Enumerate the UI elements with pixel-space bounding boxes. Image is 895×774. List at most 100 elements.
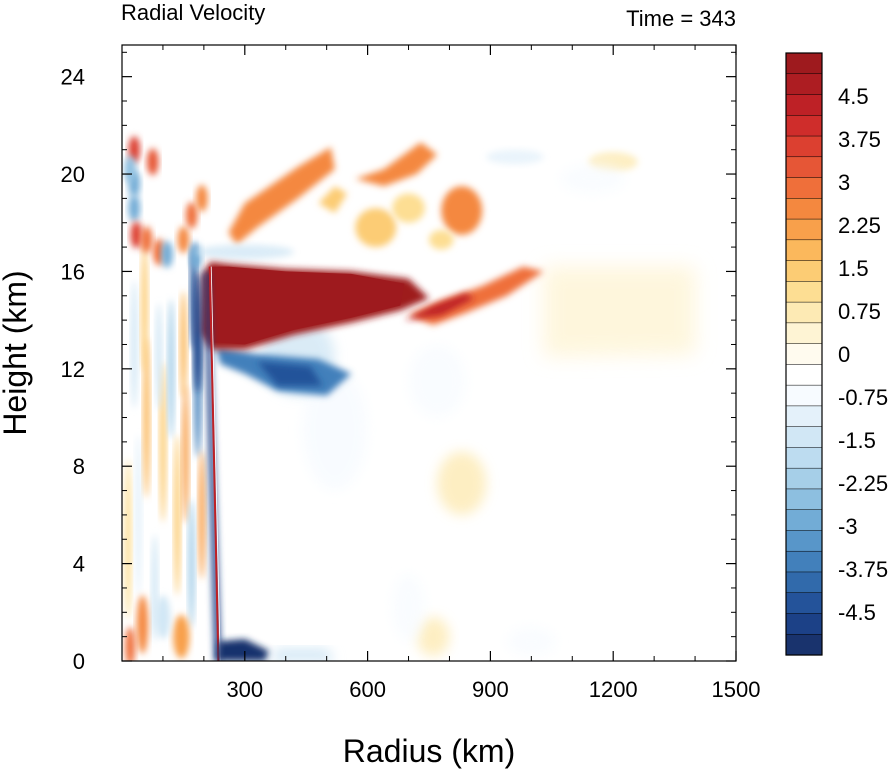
upper-level-cell (161, 241, 173, 268)
upper-inflow-blob (559, 164, 626, 194)
colorbar-label: 0.75 (838, 299, 881, 324)
y-axis-ticks: 0 4 8 12 16 20 24 (61, 51, 736, 674)
upper-outflow-blob (441, 186, 483, 235)
weak-inflow-blob (506, 626, 556, 657)
colorbar-swatch (785, 115, 823, 137)
eyewall-inflow-blob (193, 271, 202, 394)
upper-outflow-blob (392, 193, 425, 223)
colorbar-label: 3 (838, 170, 850, 195)
inner-core-streak (131, 280, 138, 409)
colorbar-swatch (785, 550, 823, 573)
inner-core-streak (155, 303, 163, 411)
inner-core-streak (125, 626, 136, 661)
colorbar-label: -4.5 (838, 600, 876, 625)
outflow-tail-core (404, 293, 475, 321)
upper-level-cell (189, 243, 202, 271)
y-tick-label: 12 (61, 357, 85, 382)
weak-inflow-blob (408, 344, 466, 418)
eyewall-gap (210, 266, 221, 661)
y-tick-label: 20 (61, 162, 85, 187)
upper-level-cell (185, 202, 198, 229)
colorbar-swatch (785, 94, 823, 116)
upper-level-cell (128, 194, 141, 222)
colorbar-swatch (785, 260, 823, 282)
upper-level-cell (124, 155, 136, 183)
y-axis-label: Height (km) (0, 270, 33, 435)
weak-inflow-blob (302, 368, 368, 491)
inner-core-streak (141, 243, 148, 373)
colorbar: 4.5 3.75 3 2.25 1.5 0.75 0 -0.75 -1.5 -2.25 -3 -3.7… (785, 52, 888, 656)
upper-level-cell (196, 185, 208, 212)
upper-level-cell (130, 221, 143, 249)
colorbar-swatch (785, 218, 823, 241)
colorbar-frame (785, 52, 823, 656)
colorbar-swatch (785, 135, 823, 158)
colorbar-swatch (785, 177, 823, 199)
x-axis-label: Radius (km) (343, 733, 515, 769)
y-tick-label: 4 (73, 552, 85, 577)
colorbar-swatch (785, 405, 823, 428)
boundary-layer-inflow (216, 639, 270, 661)
colorbar-swatch (785, 198, 823, 220)
colorbar-label: 0 (838, 342, 850, 367)
colorbar-swatch (785, 592, 823, 615)
colorbar-label: -0.75 (838, 385, 888, 410)
inner-core-streak (173, 614, 190, 659)
boundary-layer-inflow-weak (269, 648, 335, 661)
upper-outflow-blob (355, 208, 397, 248)
colorbar-label: -3 (838, 514, 858, 539)
inner-core-streak (180, 290, 187, 399)
colorbar-label: -3.75 (838, 557, 888, 582)
colorbar-label: 3.75 (838, 127, 881, 152)
weak-outflow-blob (437, 451, 487, 515)
plot-frame (121, 44, 737, 662)
colorbar-swatch (785, 571, 823, 594)
inner-core-streak (188, 499, 195, 628)
colorbar-swatch (785, 488, 823, 511)
x-axis-ticks: 300 600 900 1200 1500 (162, 45, 761, 702)
inner-core-streak (182, 384, 189, 524)
x-tick-label: 300 (226, 677, 263, 702)
eyewall-outflow-jet (208, 266, 220, 661)
colorbar-swatch (785, 73, 823, 96)
colorbar-swatch (785, 530, 823, 552)
colorbar-swatch (785, 613, 823, 635)
upper-outflow-band (228, 147, 335, 245)
upper-inflow-blob (486, 149, 544, 165)
x-tick-label: 600 (349, 677, 386, 702)
colorbar-swatch (785, 239, 823, 262)
colorbar-swatch (785, 447, 823, 469)
colorbar-swatch (785, 426, 823, 448)
weak-outflow-region (543, 266, 696, 357)
colorbar-swatch (785, 281, 823, 303)
colorbar-swatch (785, 343, 823, 365)
upper-outflow-blob (429, 230, 454, 250)
colorbar-label: 1.5 (838, 256, 869, 281)
upper-inflow-blob (195, 244, 294, 260)
velocity-field (124, 136, 696, 661)
upper-outflow-band (318, 186, 348, 213)
upper-level-cell (177, 226, 190, 254)
colorbar-swatch (785, 633, 823, 656)
inner-core-streak (135, 434, 142, 596)
upper-outflow-band (355, 142, 438, 187)
main-outflow-core-solid (210, 266, 405, 345)
x-tick-label: 900 (472, 677, 509, 702)
x-tick-label: 1500 (712, 677, 761, 702)
colorbar-swatch (785, 52, 823, 75)
inner-core-streak (173, 434, 181, 596)
y-tick-label: 16 (61, 259, 85, 284)
y-tick-label: 8 (73, 454, 85, 479)
weak-inflow-blob (392, 573, 425, 642)
inner-core-streak (155, 595, 171, 640)
inner-core-streak (159, 361, 167, 523)
upper-level-cell (140, 226, 153, 254)
colorbar-swatch (785, 467, 823, 490)
colorbar-swatch (785, 384, 823, 407)
colorbar-label: -2.25 (838, 471, 888, 496)
weak-inflow-region (220, 393, 417, 661)
colorbar-label: 4.5 (838, 84, 869, 109)
chart-title-right: Time = 343 (626, 6, 736, 31)
colorbar-label: 2.25 (838, 213, 881, 238)
inner-core-streak (136, 595, 149, 654)
